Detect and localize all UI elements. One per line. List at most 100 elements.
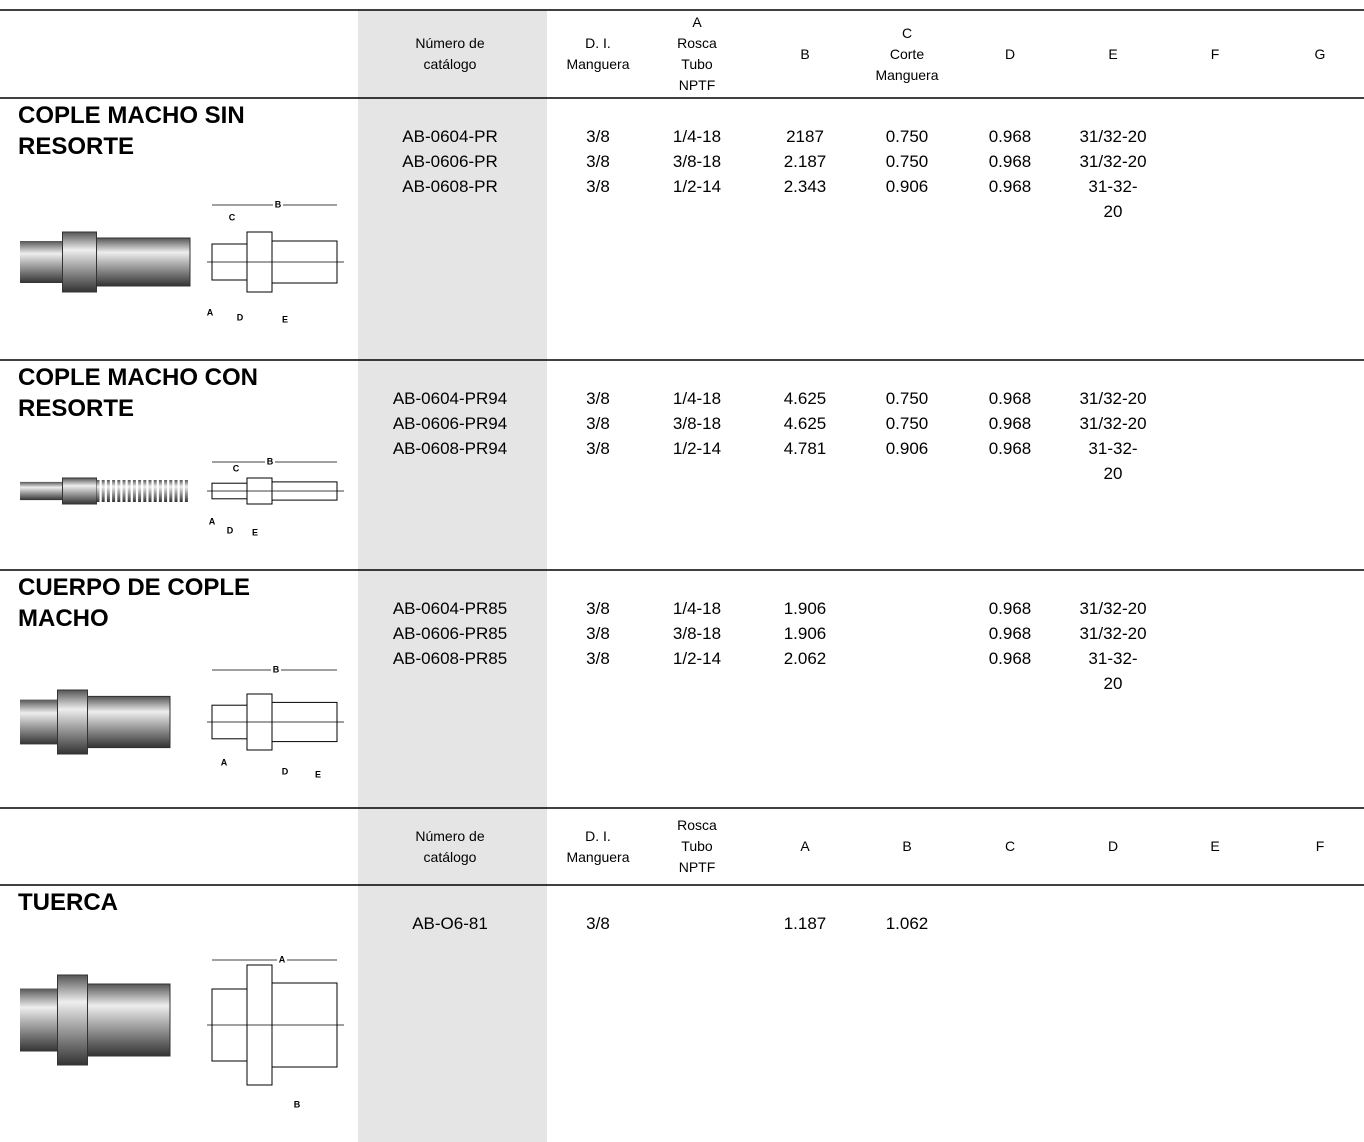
label-bg <box>313 769 323 781</box>
table-cell: 1/4-18 <box>672 389 722 408</box>
header-line: Corte <box>889 45 925 62</box>
table-cell: 0.968 <box>988 439 1032 458</box>
photo-spring <box>117 480 121 502</box>
header-line: Número de catálogo <box>415 35 485 72</box>
diagram-label: D <box>227 525 234 535</box>
label-bg <box>235 312 245 324</box>
header-line: F <box>1210 45 1220 62</box>
table-cell: 0.968 <box>988 599 1032 618</box>
label-bg <box>292 1099 302 1111</box>
table-cell: 2.343 <box>783 177 827 196</box>
table-cell: 0.968 <box>988 127 1032 146</box>
photo-spring <box>96 480 100 502</box>
photo-spring <box>148 480 152 502</box>
header-line: Rosca <box>677 35 717 51</box>
table-cell: 0.750 <box>885 389 929 408</box>
photo-spring <box>127 480 131 502</box>
table-cell: 0.906 <box>885 439 929 458</box>
column-header: Número de catálogo <box>395 10 505 98</box>
photo-spring <box>138 480 142 502</box>
photo-spring <box>143 480 147 502</box>
column-header: E <box>1160 808 1270 885</box>
table-cell: 31/32-20 <box>1079 152 1147 171</box>
label-bg <box>205 307 215 319</box>
table-cell: 0.968 <box>988 624 1032 643</box>
table-cell: 31/32-20 <box>1079 624 1147 643</box>
column-header: D. I. Manguera <box>543 10 653 98</box>
table-cell: 1/4-18 <box>672 127 722 146</box>
diagram-label: E <box>315 769 321 779</box>
diagram-label: A <box>279 954 286 964</box>
table-cell: 3/8 <box>586 414 610 433</box>
table-cell: 3/8 <box>586 127 610 146</box>
photo-thread <box>20 988 58 1052</box>
diagram-label: D <box>282 766 289 776</box>
column-header: E <box>1058 10 1168 98</box>
photo-spring <box>164 480 168 502</box>
photo-spring <box>106 480 110 502</box>
table-cell: 1/4-18 <box>672 599 722 618</box>
diagram-label: B <box>273 664 280 674</box>
diagram-label: A <box>221 757 228 767</box>
label-bg <box>271 664 281 676</box>
table-cell: 31-32-20 <box>1088 439 1138 483</box>
table-cell: 31/32-20 <box>1079 127 1147 146</box>
diagram-label: A <box>207 307 214 317</box>
table-cell: AB-0604-PR85 <box>392 599 508 618</box>
photo-thread <box>20 481 63 501</box>
label-bg <box>265 456 275 468</box>
column-header: Rosca Tubo NPTF <box>642 808 752 885</box>
table-cell: 3/8 <box>586 177 610 196</box>
label-bg <box>280 766 290 778</box>
photo-spring <box>174 480 178 502</box>
table-cell: AB-0608-PR85 <box>392 649 508 668</box>
table-cell: 0.750 <box>885 127 929 146</box>
header-line: Manguera <box>566 56 630 72</box>
label-bg <box>273 199 283 211</box>
column-header: A Rosca Tubo NPTF <box>642 10 752 98</box>
label-bg <box>277 954 287 966</box>
table-cell: 31-32-20 <box>1088 649 1138 693</box>
column-header: C Corte Manguera <box>852 10 962 98</box>
catalog-column-shade <box>358 10 547 1142</box>
photo-thread <box>20 699 58 745</box>
column-header: Número de catálogo <box>395 808 505 885</box>
table-cell: 1/2-14 <box>672 439 722 458</box>
table-cell: 31-32-20 <box>1088 177 1138 221</box>
section-title: TUERCA <box>18 889 118 916</box>
table-cell: 0.968 <box>988 152 1032 171</box>
label-bg <box>227 212 237 224</box>
table-cell: AB-0608-PR94 <box>392 439 508 458</box>
header-line: E <box>1108 45 1118 62</box>
header-line: C <box>901 24 913 41</box>
table-cell: 31/32-20 <box>1079 389 1147 408</box>
table-cell: 0.968 <box>988 649 1032 668</box>
table-cell: 31/32-20 <box>1079 599 1147 618</box>
photo-spring <box>184 480 188 502</box>
diagram-label: C <box>229 212 236 222</box>
label-bg <box>280 314 290 326</box>
photo-spring <box>179 480 183 502</box>
table-cell: 3/8 <box>586 649 610 668</box>
header-line: D <box>1004 45 1016 62</box>
diagram-label: A <box>209 516 216 526</box>
header-line: A <box>692 14 702 30</box>
table-cell: AB-O6-81 <box>412 914 488 933</box>
header-line: NPTF <box>678 859 716 875</box>
header-line: Manguera <box>566 848 630 865</box>
table-cell: 31/32-20 <box>1079 414 1147 433</box>
table-cell: 2187 <box>786 127 824 146</box>
table-cell: 1.906 <box>783 599 827 618</box>
column-header: B <box>852 808 962 885</box>
photo-spring <box>122 480 126 502</box>
diagram-label: B <box>267 456 274 466</box>
label-bg <box>219 757 229 769</box>
table-cell: AB-0604-PR94 <box>392 389 508 408</box>
header-line: Manguera <box>875 66 939 83</box>
table-cell: 2.187 <box>783 152 827 171</box>
table-cell: 3/8 <box>586 599 610 618</box>
header-line: Tubo <box>681 838 713 854</box>
column-header: G <box>1265 10 1364 98</box>
diagram-label: D <box>237 312 244 322</box>
